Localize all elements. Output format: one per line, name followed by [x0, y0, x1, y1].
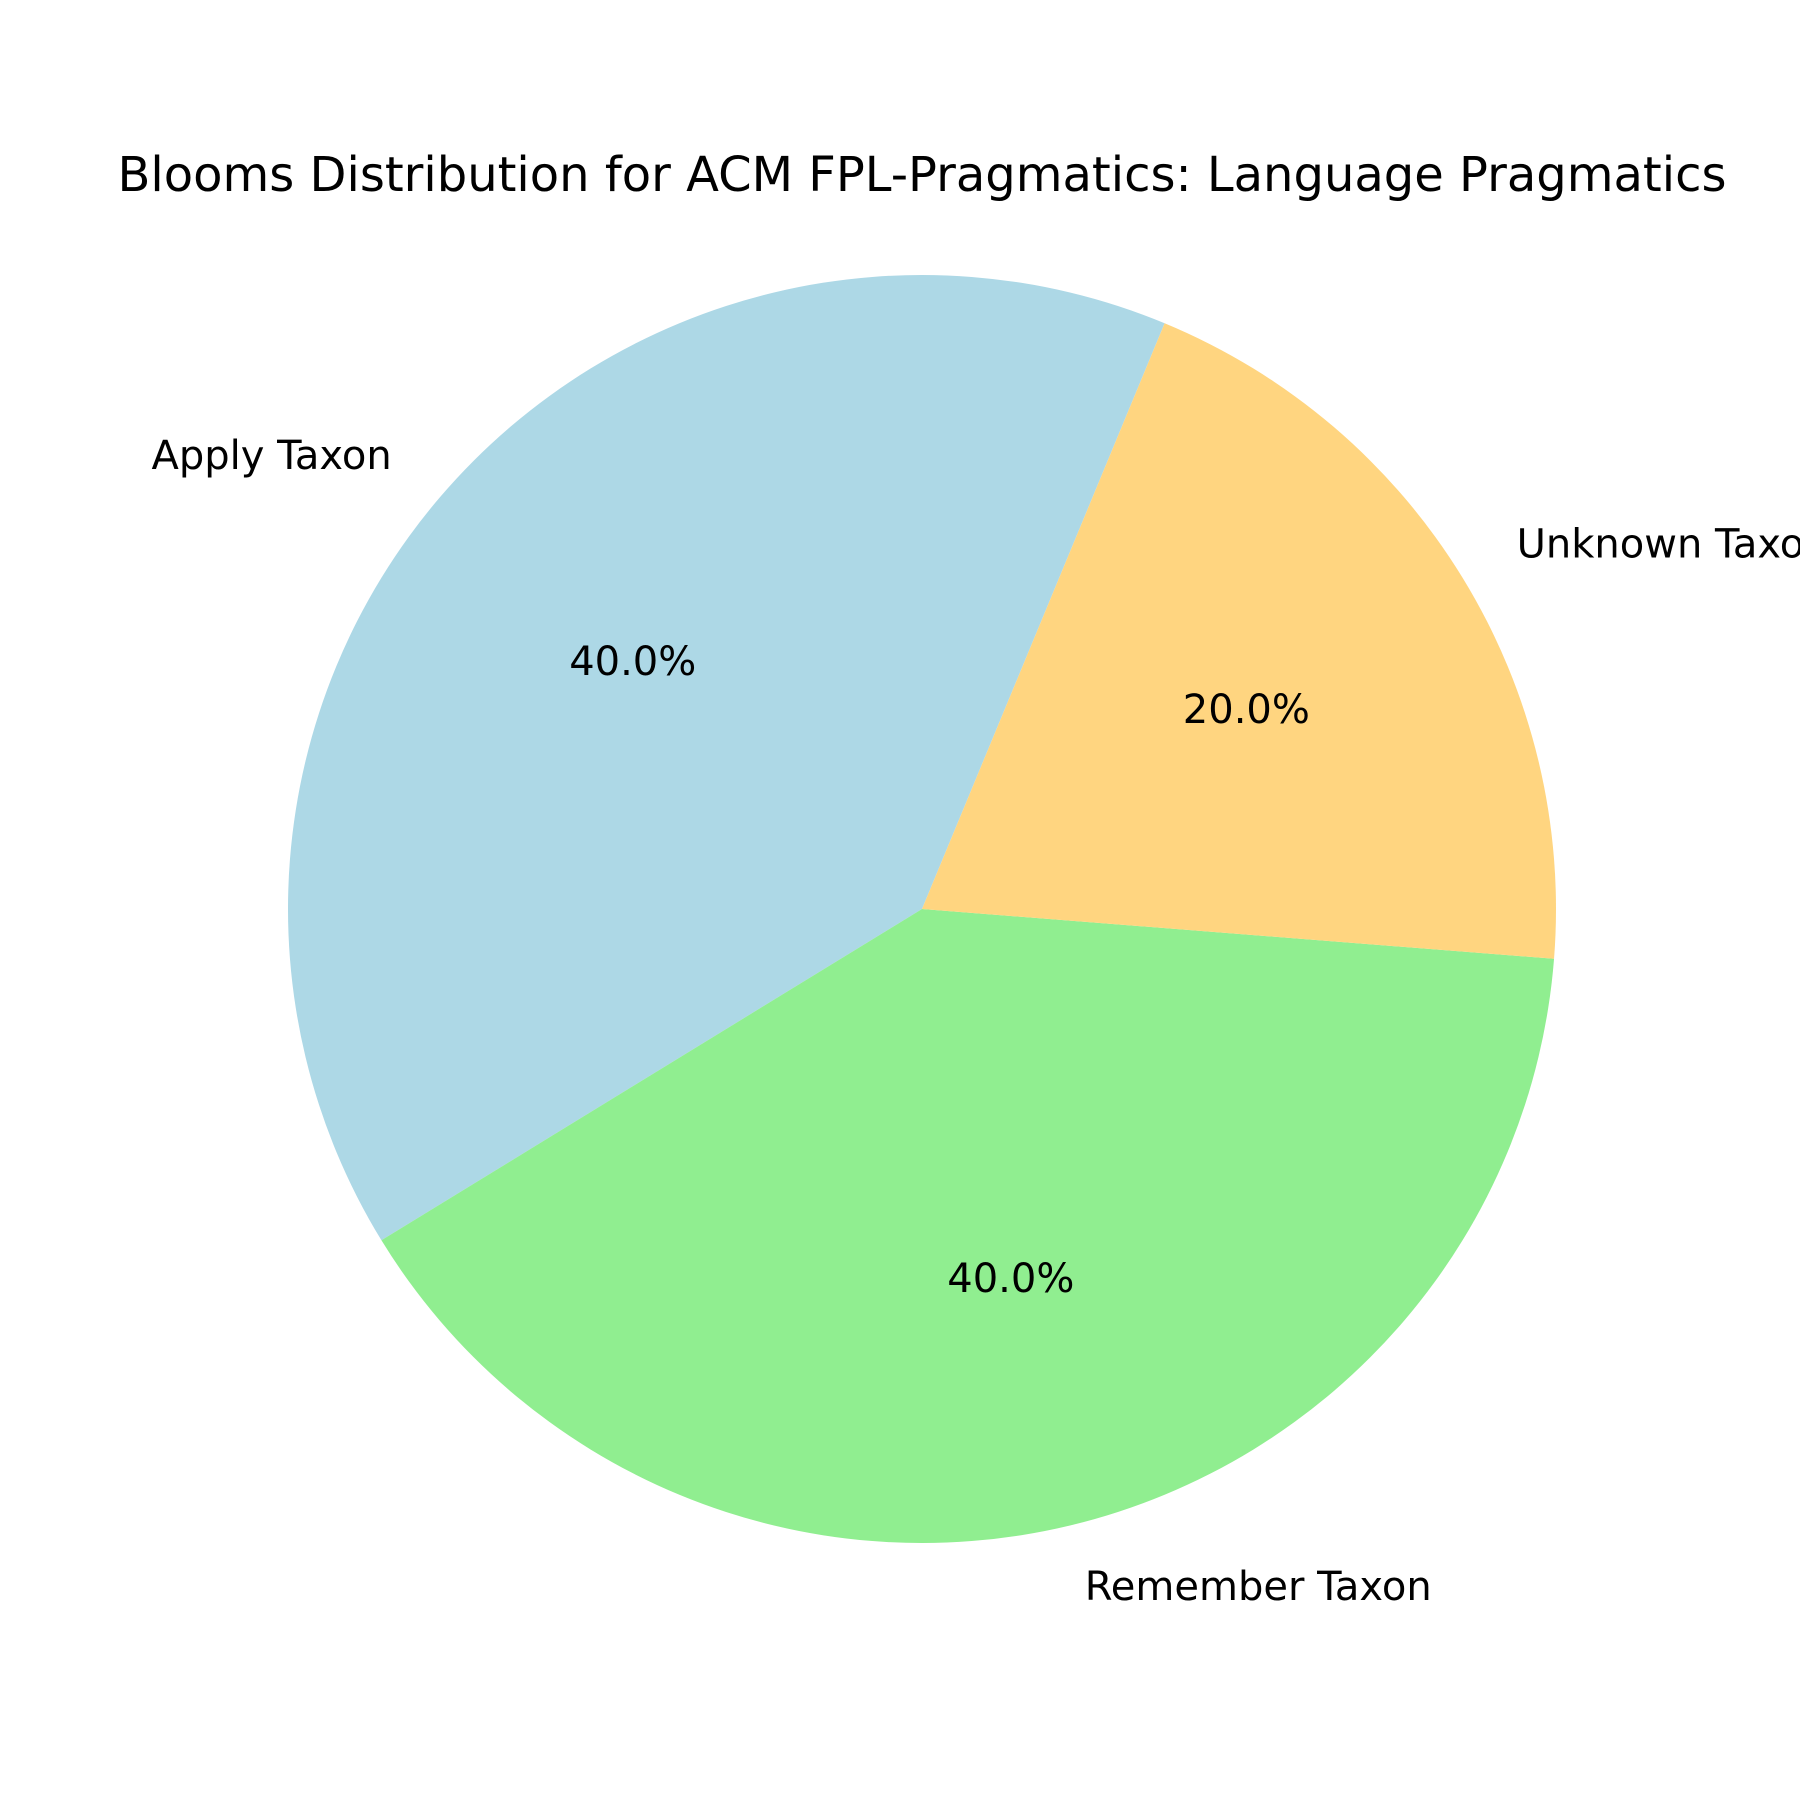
pie-slice-remember-taxon — [381, 909, 1555, 1543]
pie-slice-apply-taxon — [288, 275, 1165, 1241]
pie-slice-unknown-taxon — [922, 323, 1556, 959]
slice-label-remember-taxon: Remember Taxon — [1085, 1564, 1432, 1610]
slice-percent-unknown-taxon: 20.0% — [1183, 687, 1310, 733]
slice-label-unknown-taxon: Unknown Taxon — [1517, 522, 1800, 568]
chart-title: Blooms Distribution for ACM FPL-Pragmati… — [118, 147, 1727, 203]
slice-label-apply-taxon: Apply Taxon — [151, 433, 391, 479]
slice-percent-remember-taxon: 40.0% — [947, 1256, 1074, 1302]
pie-slices — [288, 275, 1556, 1543]
slice-percent-apply-taxon: 40.0% — [569, 639, 696, 685]
pie-labels: Apply Taxon 40.0% Remember Taxon 40.0% Unkno… — [151, 433, 1800, 1610]
